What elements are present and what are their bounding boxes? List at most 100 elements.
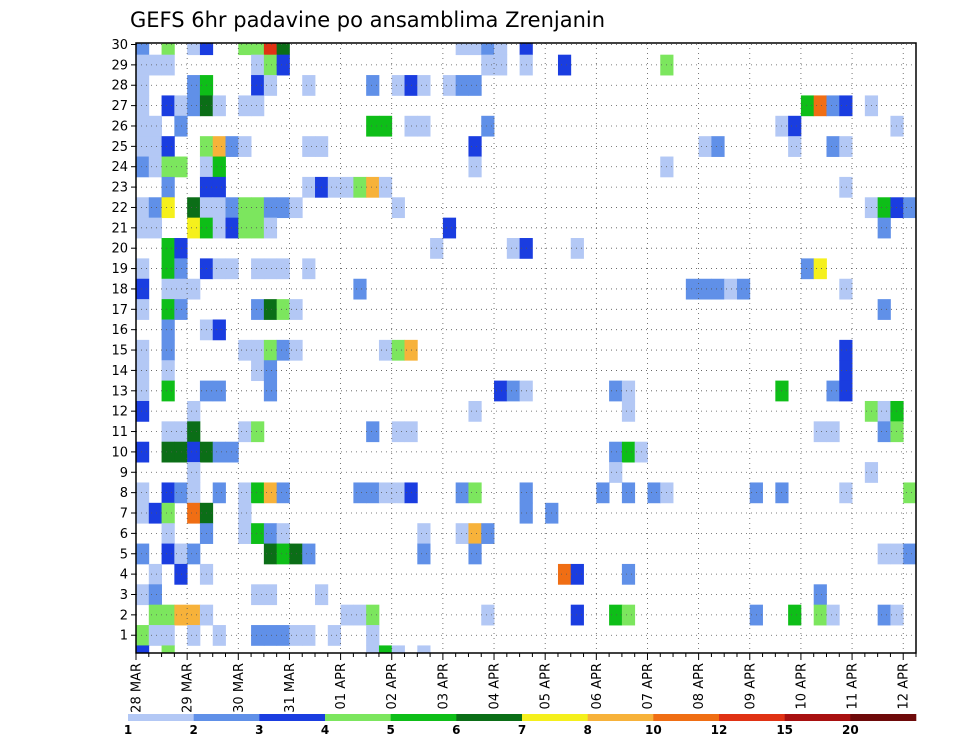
precip-cell-m19-s10 (263, 258, 278, 280)
legend: 1 2 3 4 5 6 7 8 10 12 15 20 (124, 714, 917, 737)
legend-swatch-1 (193, 714, 260, 721)
precip-cell-m23-s16 (340, 176, 354, 198)
precip-cell-m28-s22 (417, 75, 431, 96)
precip-cell-m19-s11 (276, 258, 290, 280)
precip-cell-m22-s6 (212, 197, 226, 219)
precip-cell-m8-s26 (468, 482, 482, 504)
precip-cell-m15-s10 (263, 339, 278, 361)
precip-cell-m11-s58 (877, 421, 891, 443)
precip-cell-m27-s8 (238, 95, 252, 117)
precip-cell-m2-s37 (609, 604, 623, 626)
legend-swatch-11 (850, 714, 917, 721)
precip-cell-m18-s2 (161, 278, 175, 300)
precip-cell-m11-s18 (366, 421, 380, 443)
precip-cell-m11-s20 (391, 421, 405, 443)
precip-cell-m25-s7 (225, 136, 239, 157)
precip-cell-m22-s10 (263, 197, 278, 219)
ytick-label-11: 11 (111, 425, 128, 440)
xtick-label-10: 07 APR (641, 663, 656, 709)
y-axis: 1234567891011121314151617181920212223242… (111, 38, 136, 644)
precip-cell-m1-s15 (327, 625, 341, 646)
legend-label-6: 6 (452, 723, 460, 737)
xtick-label-8: 05 APR (539, 663, 554, 709)
legend-label-10: 10 (645, 723, 662, 737)
xtick-label-11: 08 APR (692, 663, 707, 709)
precip-cell-m27-s0 (136, 95, 150, 117)
precip-cell-m3-s10 (263, 584, 278, 606)
precip-cell-m0-s0 (136, 645, 150, 654)
precip-cell-m28-s13 (302, 75, 316, 96)
precip-cell-m9-s4 (187, 462, 201, 483)
precip-cell-m2-s17 (353, 604, 367, 626)
precip-cell-m30-s2 (161, 43, 175, 56)
precip-cell-m17-s10 (263, 299, 278, 320)
precip-cell-m25-s2 (161, 136, 175, 157)
precip-cell-m1-s10 (263, 625, 278, 646)
legend-swatch-5 (456, 714, 523, 721)
precip-cell-m7-s4 (187, 502, 201, 524)
precip-cell-m21-s58 (877, 217, 891, 239)
precip-cell-m5-s22 (417, 543, 431, 565)
precip-cell-m7-s1 (148, 502, 162, 524)
xtick-label-6: 03 APR (436, 663, 451, 709)
precip-cell-m29-s28 (494, 54, 508, 76)
precip-cell-m26-s59 (890, 115, 904, 137)
precip-cell-m8-s2 (161, 482, 175, 504)
precip-cell-m27-s4 (187, 95, 201, 117)
precip-cell-m22-s4 (187, 197, 201, 219)
precip-cell-m28-s25 (455, 75, 469, 96)
precip-cell-m20-s34 (570, 238, 584, 259)
precip-cell-m8-s40 (647, 482, 661, 504)
precip-cell-m28-s26 (468, 75, 482, 96)
ytick-label-6: 6 (120, 527, 128, 542)
ytick-label-20: 20 (111, 242, 128, 257)
precip-cell-m17-s58 (877, 299, 891, 320)
precip-cell-m25-s55 (839, 136, 853, 157)
precip-cell-m14-s9 (251, 360, 265, 382)
precip-cell-m2-s51 (788, 604, 802, 626)
precip-cell-m27-s9 (251, 95, 265, 117)
precip-cell-m26-s0 (136, 115, 150, 137)
precip-cell-m2-s38 (621, 604, 636, 626)
precip-cell-m22-s7 (225, 197, 239, 219)
precip-cell-m8-s9 (251, 482, 265, 504)
precip-cell-m13-s6 (212, 380, 226, 402)
legend-swatch-4 (390, 714, 457, 721)
precip-cell-m12-s0 (136, 400, 150, 422)
legend-label-3: 3 (255, 723, 263, 737)
precip-cell-m8-s18 (366, 482, 380, 504)
precip-cell-m26-s3 (174, 115, 188, 137)
legend-label-5: 5 (386, 723, 394, 737)
precip-cell-m1-s1 (148, 625, 162, 646)
precip-cell-m18-s0 (136, 278, 150, 300)
ytick-label-14: 14 (111, 364, 128, 379)
precip-cell-m14-s10 (263, 360, 278, 382)
precip-cell-m11-s9 (251, 421, 265, 443)
precip-cell-m24-s2 (161, 156, 175, 178)
precip-cell-m10-s38 (621, 441, 636, 463)
precip-cell-m1-s6 (212, 625, 226, 646)
precip-cell-m17-s0 (136, 299, 150, 320)
precip-cell-m5-s60 (903, 543, 917, 565)
legend-swatch-2 (259, 714, 326, 721)
precip-cell-m29-s2 (161, 54, 175, 76)
precip-cell-m1-s18 (366, 625, 380, 646)
precip-cell-m29-s0 (136, 54, 150, 76)
precip-cell-m28-s4 (187, 75, 201, 96)
precip-cell-m25-s1 (148, 136, 162, 157)
legend-label-15: 15 (776, 723, 793, 737)
precip-cell-m26-s22 (417, 115, 431, 137)
legend-swatch-6 (522, 714, 588, 721)
legend-label-20: 20 (842, 723, 859, 737)
precip-cell-m10-s37 (609, 441, 623, 463)
precip-cell-m10-s0 (136, 441, 150, 463)
precip-cell-m13-s28 (494, 380, 508, 402)
precip-cell-m30-s8 (238, 43, 252, 56)
ytick-label-13: 13 (111, 384, 128, 399)
ytick-label-30: 30 (111, 38, 128, 53)
precip-cell-m30-s0 (136, 43, 150, 56)
precip-cell-m6-s10 (263, 523, 278, 544)
precip-cell-m24-s3 (174, 156, 188, 178)
precip-cell-m21-s9 (251, 217, 265, 239)
